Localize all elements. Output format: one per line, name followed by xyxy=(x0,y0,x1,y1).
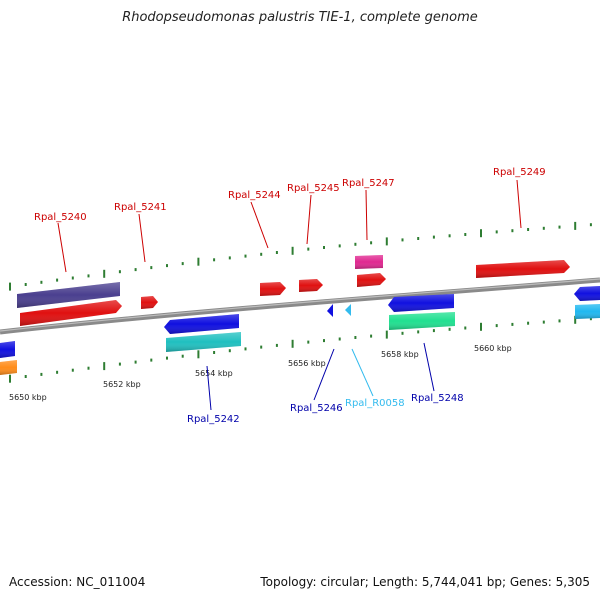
scale-label-5654: 5654 kbp xyxy=(195,369,233,378)
gene-feature-5249[interactable] xyxy=(476,260,570,278)
gene-feature-5242[interactable] xyxy=(164,314,239,334)
leader-5249 xyxy=(516,179,522,229)
leader-5247 xyxy=(365,189,368,241)
gene-feature-left-orange[interactable] xyxy=(0,360,17,375)
gene-feature-5245[interactable] xyxy=(299,279,323,292)
top-strand-tick-track xyxy=(9,221,592,291)
gene-feature-5241[interactable] xyxy=(141,296,158,309)
gene-feature-5240-outer[interactable] xyxy=(17,282,120,308)
leader-5244 xyxy=(250,201,269,249)
accession-text: Accession: NC_011004 xyxy=(9,575,146,589)
gene-label-5245[interactable]: Rpal_5245 xyxy=(287,183,340,194)
genome-backbone-highlight xyxy=(0,278,600,332)
leader-5246 xyxy=(313,348,335,401)
gene-feature-5248-lower[interactable] xyxy=(389,312,455,330)
gene-feature-R0058[interactable] xyxy=(345,304,351,316)
gene-feature-right-cyan[interactable] xyxy=(575,304,600,319)
leader-5248 xyxy=(423,342,435,392)
leader-5242 xyxy=(206,365,212,411)
gene-label-5241[interactable]: Rpal_5241 xyxy=(114,202,167,213)
gene-feature-5247[interactable] xyxy=(357,273,386,287)
gene-feature-5244[interactable] xyxy=(260,282,286,296)
gene-feature-right-blue[interactable] xyxy=(574,286,600,301)
gene-feature-5246[interactable] xyxy=(327,304,333,317)
gene-feature-5247-upper[interactable] xyxy=(355,255,383,269)
genome-title: Rhodopseudomonas palustris TIE-1, comple… xyxy=(122,10,478,25)
gene-label-5246[interactable]: Rpal_5246 xyxy=(290,403,343,414)
gene-label-5240[interactable]: Rpal_5240 xyxy=(34,212,87,223)
leader-5240 xyxy=(57,222,67,273)
genome-backbone xyxy=(0,277,600,335)
scale-label-5660: 5660 kbp xyxy=(474,344,512,353)
gene-label-5242[interactable]: Rpal_5242 xyxy=(187,414,240,425)
leader-5245 xyxy=(306,194,312,245)
gene-feature-5242-lower[interactable] xyxy=(166,332,241,352)
gene-label-5247[interactable]: Rpal_5247 xyxy=(342,178,395,189)
leader-R0058 xyxy=(351,348,374,397)
gene-label-5244[interactable]: Rpal_5244 xyxy=(228,190,281,201)
leader-5241 xyxy=(138,213,146,263)
gene-label-5249[interactable]: Rpal_5249 xyxy=(493,167,546,178)
scale-label-5656: 5656 kbp xyxy=(288,359,326,368)
scale-label-5658: 5658 kbp xyxy=(381,350,419,359)
gene-label-R0058[interactable]: Rpal_R0058 xyxy=(345,398,405,409)
genome-summary-text: Topology: circular; Length: 5,744,041 bp… xyxy=(260,575,590,589)
gene-label-5248[interactable]: Rpal_5248 xyxy=(411,393,464,404)
bottom-strand-tick-track xyxy=(9,315,592,383)
gene-feature-left-blue[interactable] xyxy=(0,341,15,358)
gene-feature-5240[interactable] xyxy=(20,300,122,326)
scale-label-5652: 5652 kbp xyxy=(103,380,141,389)
scale-label-5650: 5650 kbp xyxy=(9,393,47,402)
gene-feature-5248[interactable] xyxy=(388,294,454,312)
